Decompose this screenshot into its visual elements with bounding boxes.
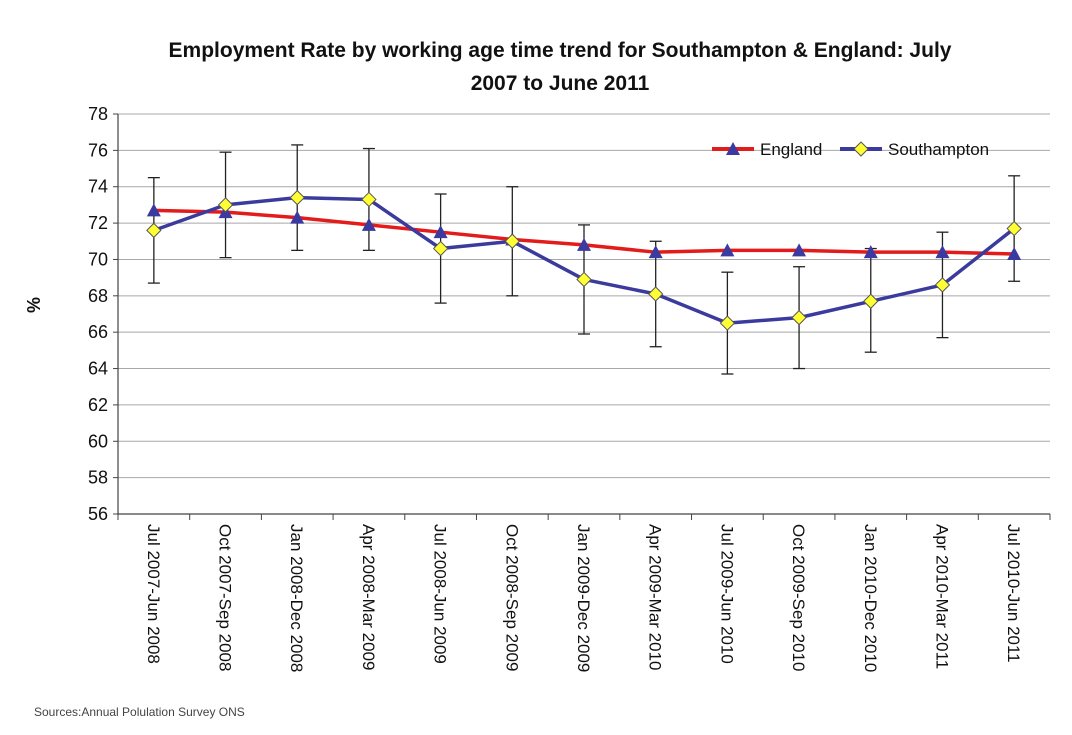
data-point-southampton <box>432 240 449 257</box>
y-tick-label: 58 <box>88 468 108 488</box>
y-tick-label: 72 <box>88 213 108 233</box>
y-tick-label: 64 <box>88 359 108 379</box>
legend-southampton-marker <box>853 141 869 157</box>
data-point-southampton <box>934 277 951 293</box>
data-point-england <box>863 245 878 259</box>
y-tick-label: 56 <box>88 504 108 524</box>
y-tick-label: 70 <box>88 249 108 269</box>
data-point-england <box>720 243 735 257</box>
chart-title-line-1: Employment Rate by working age time tren… <box>169 39 952 62</box>
data-point-southampton <box>791 309 807 326</box>
y-tick-label: 60 <box>88 431 108 451</box>
x-tick-label: Jul 2009-Jun 2010 <box>717 524 736 664</box>
data-point-southampton <box>863 293 879 309</box>
data-point-southampton <box>146 222 162 239</box>
y-tick-label: 76 <box>88 140 108 160</box>
source-note: Sources:Annual Polulation Survey ONS <box>34 705 245 719</box>
y-axis-label: % <box>24 297 44 313</box>
legend-southampton-label: Southampton <box>888 140 989 159</box>
data-point-england <box>935 245 950 259</box>
y-tick-label: 66 <box>88 322 108 342</box>
data-point-england <box>361 217 376 231</box>
x-tick-label: Jul 2010-Jun 2011 <box>1004 524 1023 663</box>
data-point-england <box>290 210 305 224</box>
y-tick-label: 78 <box>88 104 108 124</box>
data-point-southampton <box>289 189 305 206</box>
data-point-england <box>577 237 591 251</box>
y-tick-label: 68 <box>88 286 108 306</box>
x-tick-label: Jan 2009-Dec 2009 <box>574 524 593 672</box>
data-point-southampton <box>504 233 521 249</box>
data-point-england <box>648 245 663 259</box>
data-point-southampton <box>647 286 664 302</box>
x-tick-label: Jan 2010-Dec 2010 <box>861 524 880 672</box>
legend-england-label: England <box>760 140 822 159</box>
x-tick-label: Oct 2009-Sep 2010 <box>789 524 808 671</box>
x-tick-label: Oct 2008-Sep 2009 <box>502 524 521 671</box>
data-point-southampton <box>1006 220 1022 237</box>
x-tick-label: Jul 2008-Jun 2009 <box>431 524 450 664</box>
x-tick-label: Jan 2008-Dec 2008 <box>287 524 306 672</box>
data-point-southampton <box>217 197 234 213</box>
x-tick-label: Apr 2010-Mar 2011 <box>932 524 951 669</box>
data-point-southampton <box>719 315 736 331</box>
data-point-england <box>433 225 448 239</box>
data-point-england <box>1007 247 1022 260</box>
x-tick-label: Apr 2009-Mar 2010 <box>646 524 665 670</box>
x-axis-ticks: Jul 2007-Jun 2008 Oct 2007-Sep 2008 Jan 20… <box>117 514 1051 672</box>
legend: England Southampton <box>712 140 989 159</box>
x-tick-label: Jul 2007-Jun 2008 <box>144 524 163 664</box>
data-point-southampton <box>576 271 592 288</box>
y-axis-ticks: 56 58 60 62 64 66 68 70 72 74 76 78 <box>88 104 118 524</box>
axes <box>117 114 1050 515</box>
x-tick-label: Oct 2007-Sep 2008 <box>216 524 235 671</box>
y-tick-label: 62 <box>88 395 108 415</box>
legend-england-marker <box>726 142 740 155</box>
data-point-england <box>146 203 161 217</box>
series-markers <box>146 189 1022 331</box>
y-tick-label: 74 <box>88 177 108 197</box>
data-point-southampton <box>361 191 377 208</box>
x-tick-label: Apr 2008-Mar 2009 <box>359 524 378 670</box>
data-point-england <box>792 243 807 257</box>
chart-title-line-2: 2007 to June 2011 <box>471 72 650 95</box>
